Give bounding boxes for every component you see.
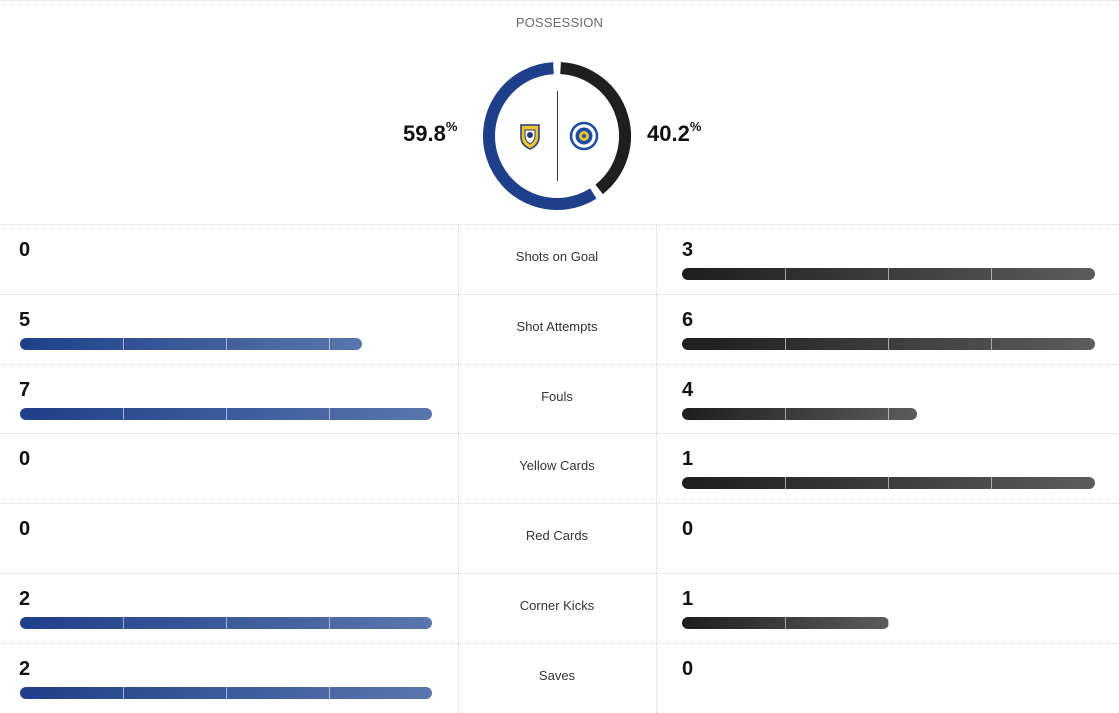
bar-segment-tick [329, 337, 330, 350]
home-stat-value: 0 [19, 239, 31, 261]
stat-label: Corner Kicks [519, 597, 595, 613]
possession-donut-chart [483, 62, 632, 210]
bar-segment-tick [785, 477, 786, 490]
stat-label: Red Cards [525, 528, 589, 544]
column-divider [656, 294, 657, 364]
away-stat-bar [682, 268, 1095, 280]
home-possession-value: 59.8% [403, 119, 458, 146]
bar-segment-tick [329, 616, 330, 629]
stat-label: Shot Attempts [516, 318, 598, 334]
bar-segment-tick [226, 407, 227, 420]
bar-segment-tick [226, 616, 227, 629]
home-stat-value: 0 [19, 448, 31, 471]
away-possession-arc [560, 62, 632, 195]
home-stat-bar [20, 616, 432, 629]
bar-segment-tick [888, 407, 889, 420]
crest-divider [557, 91, 558, 181]
stat-row: 0 Shots on Goal 3 [0, 224, 1119, 294]
bar-segment-tick [785, 407, 786, 420]
stat-row: 5 Shot Attempts 6 [0, 293, 1119, 364]
away-stat-value: 1 [682, 448, 694, 471]
stat-label: Saves [538, 667, 576, 683]
home-stat-value: 0 [19, 518, 31, 541]
away-stat-value: 0 [682, 657, 694, 680]
column-divider [458, 294, 459, 364]
stat-row: 2 Corner Kicks 1 [0, 572, 1119, 643]
bar-segment-tick [123, 407, 124, 420]
stat-label: Shots on Goal [515, 249, 599, 264]
bar-segment-tick [888, 337, 889, 350]
column-divider [656, 225, 657, 294]
stat-label: Fouls [541, 388, 573, 404]
bar-segment-tick [785, 616, 786, 629]
column-divider [458, 225, 459, 294]
away-stat-value: 1 [682, 587, 694, 610]
away-stat-bar [682, 616, 889, 629]
bar-segment-tick [991, 477, 992, 490]
top-divider [0, 0, 1119, 1]
stat-row: 0 Red Cards 0 [0, 503, 1119, 573]
team-stats-table: 0 Shots on Goal 3 5 Shot Attempts 6 7 Fouls 4 0 Ye… [0, 224, 1119, 713]
bar-segment-tick [991, 268, 992, 280]
home-stat-value: 2 [19, 657, 31, 680]
column-divider [656, 504, 657, 573]
column-divider [656, 643, 657, 713]
leeds-united-crest-icon [520, 124, 540, 150]
column-divider [656, 573, 657, 643]
bar-segment-tick [991, 337, 992, 350]
stat-row: 7 Fouls 4 [0, 363, 1119, 434]
column-divider [656, 364, 657, 434]
bar-segment-tick [226, 686, 227, 699]
column-divider [458, 364, 459, 434]
away-stat-value: 4 [682, 378, 694, 401]
away-stat-value: 3 [682, 239, 694, 261]
bar-segment-tick [888, 268, 889, 280]
bar-segment-tick [123, 337, 124, 350]
stat-row: 0 Yellow Cards 1 [0, 433, 1119, 504]
bar-segment-tick [785, 268, 786, 280]
home-stat-bar [20, 686, 432, 699]
bar-segment-tick [329, 407, 330, 420]
away-possession-value: 40.2% [647, 119, 702, 146]
column-divider [656, 434, 657, 504]
stat-label: Yellow Cards [519, 458, 595, 474]
home-stat-bar [20, 407, 432, 420]
leicester-city-crest-icon [569, 121, 599, 151]
column-divider [458, 504, 459, 573]
bar-segment-tick [888, 477, 889, 490]
home-stat-value: 7 [19, 378, 31, 401]
home-stat-value: 2 [19, 587, 31, 610]
away-stat-bar [682, 337, 1095, 350]
home-stat-bar [20, 337, 362, 350]
away-stat-value: 6 [682, 308, 694, 331]
column-divider [458, 573, 459, 643]
home-stat-value: 5 [19, 308, 31, 331]
bar-segment-tick [226, 337, 227, 350]
bar-segment-tick [123, 616, 124, 629]
possession-heading: POSSESSION [515, 15, 604, 30]
bar-segment-tick [329, 686, 330, 699]
stat-row: 2 Saves 0 [0, 642, 1119, 713]
bar-segment-tick [888, 616, 889, 629]
bar-segment-tick [123, 686, 124, 699]
bar-segment-tick [785, 337, 786, 350]
away-stat-value: 0 [682, 518, 694, 541]
home-possession-arc [483, 62, 597, 210]
away-stat-bar [682, 477, 1095, 490]
away-stat-bar [682, 407, 917, 420]
column-divider [458, 643, 459, 713]
column-divider [458, 434, 459, 504]
